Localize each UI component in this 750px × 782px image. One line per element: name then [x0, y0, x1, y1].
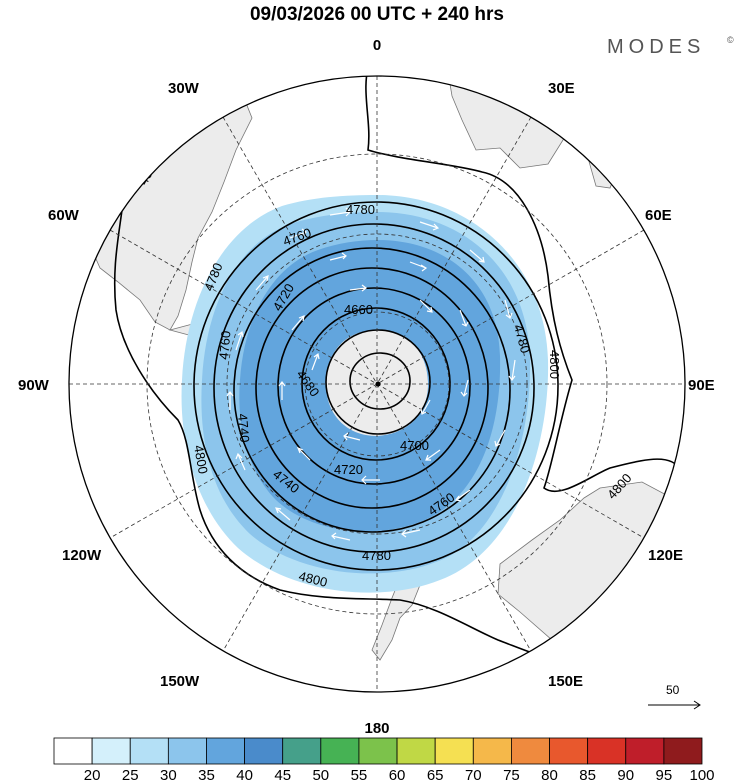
colorbar-swatch	[434, 737, 474, 765]
colorbar-swatch	[167, 737, 207, 765]
colorbar-tick-label: 30	[160, 767, 177, 782]
colorbar-swatch	[282, 737, 322, 765]
colorbar-swatch	[244, 737, 284, 765]
colorbar-swatch	[129, 737, 169, 765]
brand-logo: MODES ©	[607, 35, 734, 58]
map-disc: 4800 4800 4800 4800 4800 4780 4780 4780 …	[69, 76, 685, 692]
lon-label-90w: 90W	[18, 377, 50, 394]
lon-label-60w: 60W	[48, 207, 80, 224]
wind-speed-shading	[181, 195, 549, 593]
lon-label-150e: 150E	[548, 673, 583, 690]
map-border	[68, 75, 686, 693]
colorbar-tick-label: 90	[617, 767, 634, 782]
colorbar-swatch	[358, 737, 398, 765]
contour-label: 4700	[400, 438, 429, 453]
colorbar-tick-label: 25	[122, 767, 139, 782]
lon-label-150w: 150W	[160, 673, 200, 690]
colorbar-tick-label: 85	[579, 767, 596, 782]
colorbar-tick-label: 100	[689, 767, 714, 782]
contour-4740	[233, 247, 511, 533]
lon-label-30w: 30W	[168, 80, 200, 97]
colorbar-tick-label: 70	[465, 767, 482, 782]
longitude-labels: 0 30E 60E 90E 120E 150E 180 150W 120W 90…	[18, 37, 715, 737]
colorbar-swatch	[587, 737, 627, 765]
lon-label-60e: 60E	[645, 207, 672, 224]
shade-band-dark	[239, 240, 501, 532]
contour-label: 4800	[297, 568, 329, 590]
contour-label: 4800	[547, 350, 562, 379]
lon-label-180: 180	[364, 720, 389, 737]
colorbar-tick-label: 80	[541, 767, 558, 782]
colorbar-swatch	[53, 737, 93, 765]
contour-inner	[349, 352, 411, 410]
contour-4780	[193, 201, 559, 571]
contour-label: 4720	[334, 462, 363, 477]
contour-label: 4780	[346, 202, 375, 217]
brand-name: MODES	[607, 36, 705, 58]
colorbar-tick-label: 40	[236, 767, 253, 782]
colorbar: 20 25 30 35 40 45 50 55 60 65 70 75 80 85 90 95 100	[53, 737, 715, 782]
colorbar-swatch	[320, 737, 360, 765]
colorbar-swatch	[396, 737, 436, 765]
contour-4720	[255, 267, 489, 509]
colorbar-tick-label: 45	[274, 767, 291, 782]
colorbar-swatch	[206, 737, 245, 765]
colorbar-swatch	[663, 737, 703, 765]
colorbar-tick-label: 55	[351, 767, 368, 782]
contour-label: 4800	[191, 444, 211, 475]
colorbar-tick-label: 65	[427, 767, 444, 782]
colorbar-swatch	[549, 737, 589, 765]
colorbar-swatch	[511, 737, 550, 765]
lon-label-120e: 120E	[648, 547, 683, 564]
south-pole-marker	[375, 381, 381, 387]
colorbar-tick-label: 50	[312, 767, 329, 782]
wind-vectors	[226, 207, 516, 541]
contour-label: 4780	[362, 548, 391, 563]
contour-4700	[277, 287, 471, 485]
wind-scale: 50	[648, 683, 701, 710]
colorbar-tick-label: 60	[389, 767, 406, 782]
contour-label: 4740	[235, 413, 252, 443]
colorbar-swatch	[91, 737, 131, 765]
contour-4760	[213, 223, 535, 553]
brand-mark: ©	[727, 35, 734, 45]
contour-4660	[325, 329, 431, 435]
colorbar-tick-label: 35	[198, 767, 215, 782]
colorbar-swatch	[472, 737, 512, 765]
wind-scale-arrowhead	[693, 700, 701, 710]
map-title: 09/03/2026 00 UTC + 240 hrs	[250, 4, 504, 25]
lon-label-90e: 90E	[688, 377, 715, 394]
wind-scale-label: 50	[666, 683, 680, 697]
colorbar-tick-label: 20	[84, 767, 101, 782]
colorbar-swatch	[625, 737, 665, 765]
contour-label: 4780	[511, 323, 533, 355]
colorbar-tick-label: 75	[503, 767, 520, 782]
lon-label-30e: 30E	[548, 80, 575, 97]
contour-label: 4760	[216, 330, 233, 360]
lon-label-0: 0	[373, 37, 381, 54]
lon-label-120w: 120W	[62, 547, 102, 564]
colorbar-tick-label: 95	[656, 767, 673, 782]
contour-label: 4660	[344, 302, 373, 317]
